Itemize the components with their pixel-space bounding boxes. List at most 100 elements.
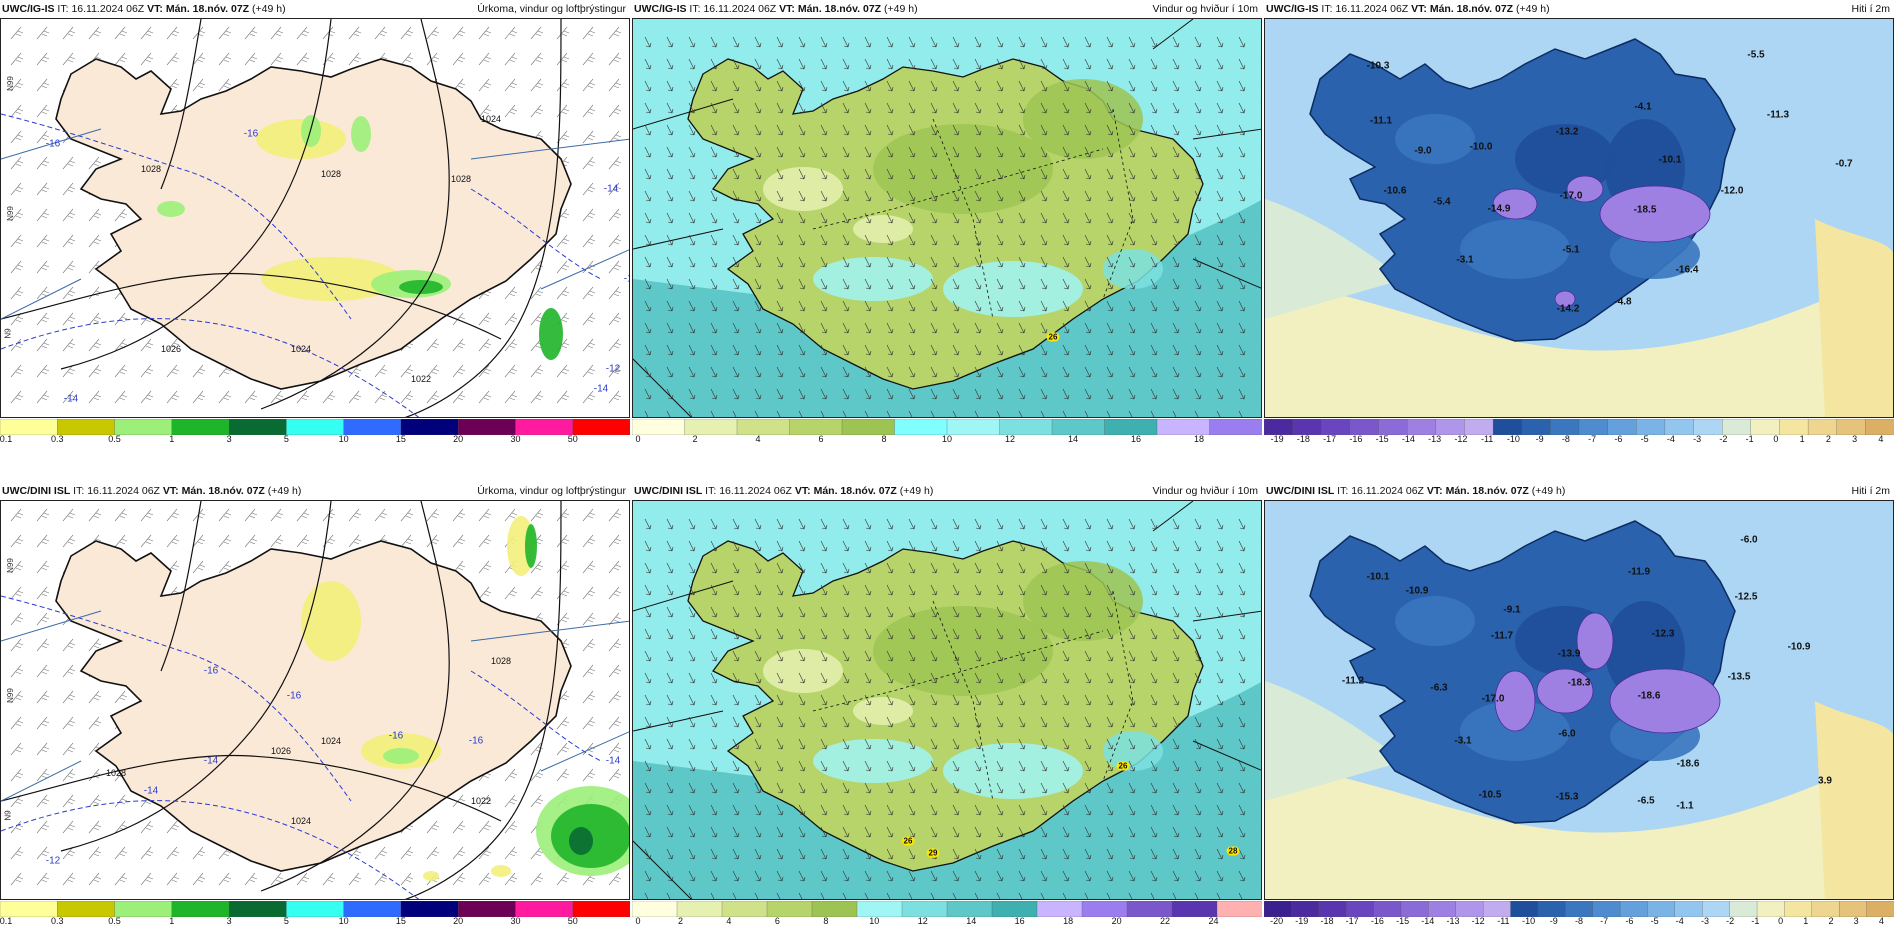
wind-barb <box>36 78 50 92</box>
colorbar-tick-label: -3 <box>1693 434 1702 444</box>
wind-arrow <box>1040 366 1048 378</box>
wind-barb <box>504 312 518 326</box>
wind-arrow <box>930 760 938 772</box>
wind-arrow <box>1106 650 1114 662</box>
wind-arrow <box>688 892 695 899</box>
wind-barb <box>374 364 388 378</box>
graticule-line <box>1152 501 1194 532</box>
temperature-label: -18.5 <box>1633 204 1657 216</box>
wind-barb <box>270 872 284 886</box>
colorbar-tick-label: 15 <box>395 916 406 926</box>
wind-barb <box>452 52 466 66</box>
wind-barb <box>10 560 24 574</box>
temperature-label: -5.1 <box>1562 244 1580 256</box>
colorbar-tick-label: 3 <box>1852 434 1858 444</box>
wind-arrow <box>666 848 674 860</box>
wind-arrow <box>974 102 982 114</box>
wind-arrow <box>688 344 696 356</box>
latitude-label: N99 <box>5 206 15 221</box>
wind-arrow <box>1260 169 1261 170</box>
wind-arrow <box>644 58 652 70</box>
wind-arrow <box>644 80 652 92</box>
wind-arrow <box>1238 278 1246 290</box>
wind-arrow <box>1172 366 1180 378</box>
wind-arrow <box>930 300 938 312</box>
wind-arrow <box>1216 848 1224 860</box>
wind-arrow <box>1260 607 1261 608</box>
map-area: 26 26 29 28 <box>632 500 1262 900</box>
wind-arrow <box>1084 738 1092 750</box>
colorbar-swatch <box>1636 419 1666 435</box>
valid-time: Mán. 18.nóv. 07Z <box>165 3 250 15</box>
wind-arrow <box>776 124 784 136</box>
wind-arrow <box>1040 80 1048 92</box>
wind-barb <box>504 768 518 782</box>
wind-arrow <box>930 124 938 136</box>
colorbar-swatch <box>1811 901 1840 917</box>
wind-arrow <box>666 58 674 70</box>
wind-arrow <box>1018 410 1025 417</box>
wind-arrow <box>754 300 762 312</box>
wind-arrow <box>1040 848 1048 860</box>
wind-barb <box>166 872 180 886</box>
wind-arrow <box>842 146 850 158</box>
wind-arrow <box>908 102 916 114</box>
panel-header-left: UWC/DINI ISL IT: 16.11.2024 06Z VT: Mán.… <box>2 482 301 500</box>
wind-arrow <box>842 168 850 180</box>
map-svg <box>1 501 629 899</box>
wind-arrow <box>1238 562 1246 574</box>
wind-arrow <box>1106 540 1114 552</box>
wind-barb <box>10 182 24 196</box>
wind-barb <box>452 872 466 886</box>
wind-arrow <box>1084 870 1092 882</box>
iceland-landmass <box>55 540 572 872</box>
wind-arrow <box>798 58 806 70</box>
gust-marker: 26 <box>1116 761 1130 771</box>
wind-barb <box>530 78 544 92</box>
wind-arrow <box>754 146 762 158</box>
wind-barb <box>218 52 232 66</box>
wind-arrow <box>776 694 784 706</box>
colorbar-swatch <box>841 419 896 435</box>
wind-barb <box>608 260 622 274</box>
wind-barb <box>582 338 596 352</box>
colorbar-swatch <box>1156 419 1211 435</box>
wind-arrow <box>732 826 740 838</box>
colorbar-tick-label: 1 <box>1799 434 1805 444</box>
wind-barb <box>608 586 622 600</box>
wind-barb <box>270 390 284 404</box>
wind-barb <box>426 508 440 522</box>
wind-barb <box>114 364 128 378</box>
wind-barb <box>36 560 50 574</box>
wind-barb <box>10 820 24 834</box>
wind-arrow <box>1106 628 1114 640</box>
temp-contour-label: -16 <box>203 665 219 677</box>
wind-arrow <box>886 80 894 92</box>
temperature-label: -13.5 <box>1727 671 1751 683</box>
wind-arrow <box>1018 256 1026 268</box>
valid-time: Mán. 18.nóv. 07Z <box>1429 3 1514 15</box>
wind-barb <box>296 872 310 886</box>
wind-arrow <box>1238 606 1246 618</box>
wind-barb <box>166 846 180 860</box>
wind-arrow <box>952 716 960 728</box>
wind-arrow <box>1216 278 1224 290</box>
colorbar-svg <box>632 419 1262 435</box>
wind-arrow <box>1238 760 1246 772</box>
colorbar-swatch <box>789 419 843 435</box>
wind-arrow <box>1128 234 1136 246</box>
wind-arrow <box>820 540 828 552</box>
wind-arrow <box>930 80 938 92</box>
wind-arrow <box>1150 738 1158 750</box>
isobar-label: 1026 <box>160 344 182 354</box>
wind-barb <box>140 820 154 834</box>
map-panel-2: UWC/IG-IS IT: 16.11.2024 06Z VT: Mán. 18… <box>632 0 1262 467</box>
wind-arrow <box>754 848 762 860</box>
wind-arrow <box>644 256 652 268</box>
wind-arrow <box>842 848 850 860</box>
colorbar-swatch <box>676 901 723 917</box>
wind-barb <box>62 286 76 300</box>
wind-arrow <box>886 738 894 750</box>
wind-arrow <box>1040 694 1048 706</box>
wind-arrow <box>1040 738 1048 750</box>
